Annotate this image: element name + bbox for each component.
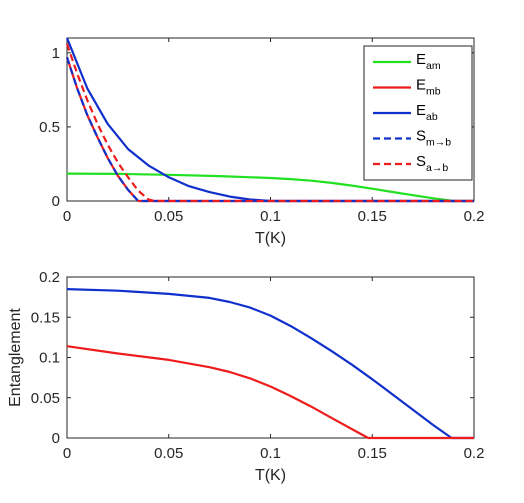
panel-1-y-tick-label: 0.5 [39, 119, 60, 136]
panel-1-y-tick-label: 1 [52, 45, 60, 62]
panel-2-y-tick-label: 0.15 [31, 309, 60, 326]
panel-2-x-tick-label: 0.15 [358, 445, 387, 462]
legend-label-subscript: a→b [426, 162, 448, 174]
legend-label: Emb [416, 77, 441, 98]
panel-1-x-axis-label: T(K) [255, 230, 286, 247]
panel-1-series-s-m-b [65, 56, 474, 203]
panel-1-x-tick-label: 0 [63, 208, 71, 225]
panel-2-series-line-red [66, 345, 474, 440]
panel-2-x-axis-label: T(K) [255, 467, 286, 484]
panel-1-x-tick-label: 0.15 [358, 208, 387, 225]
panel-2-y-tick-label: 0 [52, 430, 60, 447]
panel-1-series-s-a-b [65, 43, 474, 203]
panel-1: 0 0.05 0.1 0.15 0.200.51T(K)EamEmbEabSm→bSa→… [39, 37, 485, 247]
panel-2-y-tick-label: 0.1 [39, 350, 60, 367]
legend-label: Eab [416, 102, 438, 123]
panel-2-x-tick-label: 0.05 [154, 445, 183, 462]
panel-2-x-tick-label: 0 [63, 445, 71, 462]
legend-label-subscript: mb [426, 86, 441, 98]
panel-1-x-tick-label: 0.2 [464, 208, 485, 225]
legend-label-main: E [416, 51, 426, 68]
legend-label-main: S [416, 153, 426, 170]
panel-2-series-line-blue [66, 288, 474, 440]
panel-1-series-e-am [66, 172, 474, 203]
panel-1-x-tick-label: 0.05 [154, 208, 183, 225]
panel-2-axes-box [66, 276, 475, 439]
panel-2-x-tick-label: 0.1 [260, 445, 281, 462]
legend-label-main: E [416, 102, 426, 119]
legend-label-main: S [416, 128, 426, 145]
panel-1-y-tick-label: 0 [52, 193, 60, 210]
legend-label: Sa→b [416, 153, 448, 174]
panel-1-x-tick-label: 0.1 [260, 208, 281, 225]
panel-2: 0 0.05 0.1 0.15 0.2 0 0.05 0.1 0.15 0.2 T(K) Entang… [7, 269, 484, 484]
legend-label-subscript: m→b [426, 137, 451, 149]
panel-2-x-tick-label: 0.2 [464, 445, 485, 462]
legend-label: Sm→b [416, 128, 451, 149]
legend-label-main: E [416, 77, 426, 94]
legend-label: Eam [416, 51, 441, 72]
panel-2-y-tick-label: 0.2 [39, 269, 60, 286]
panel-2-y-axis-label: Entanglement [7, 308, 24, 407]
panel-2-y-tick-label: 0.05 [31, 390, 60, 407]
legend-label-subscript: am [426, 60, 441, 72]
legend-label-subscript: ab [426, 111, 438, 123]
